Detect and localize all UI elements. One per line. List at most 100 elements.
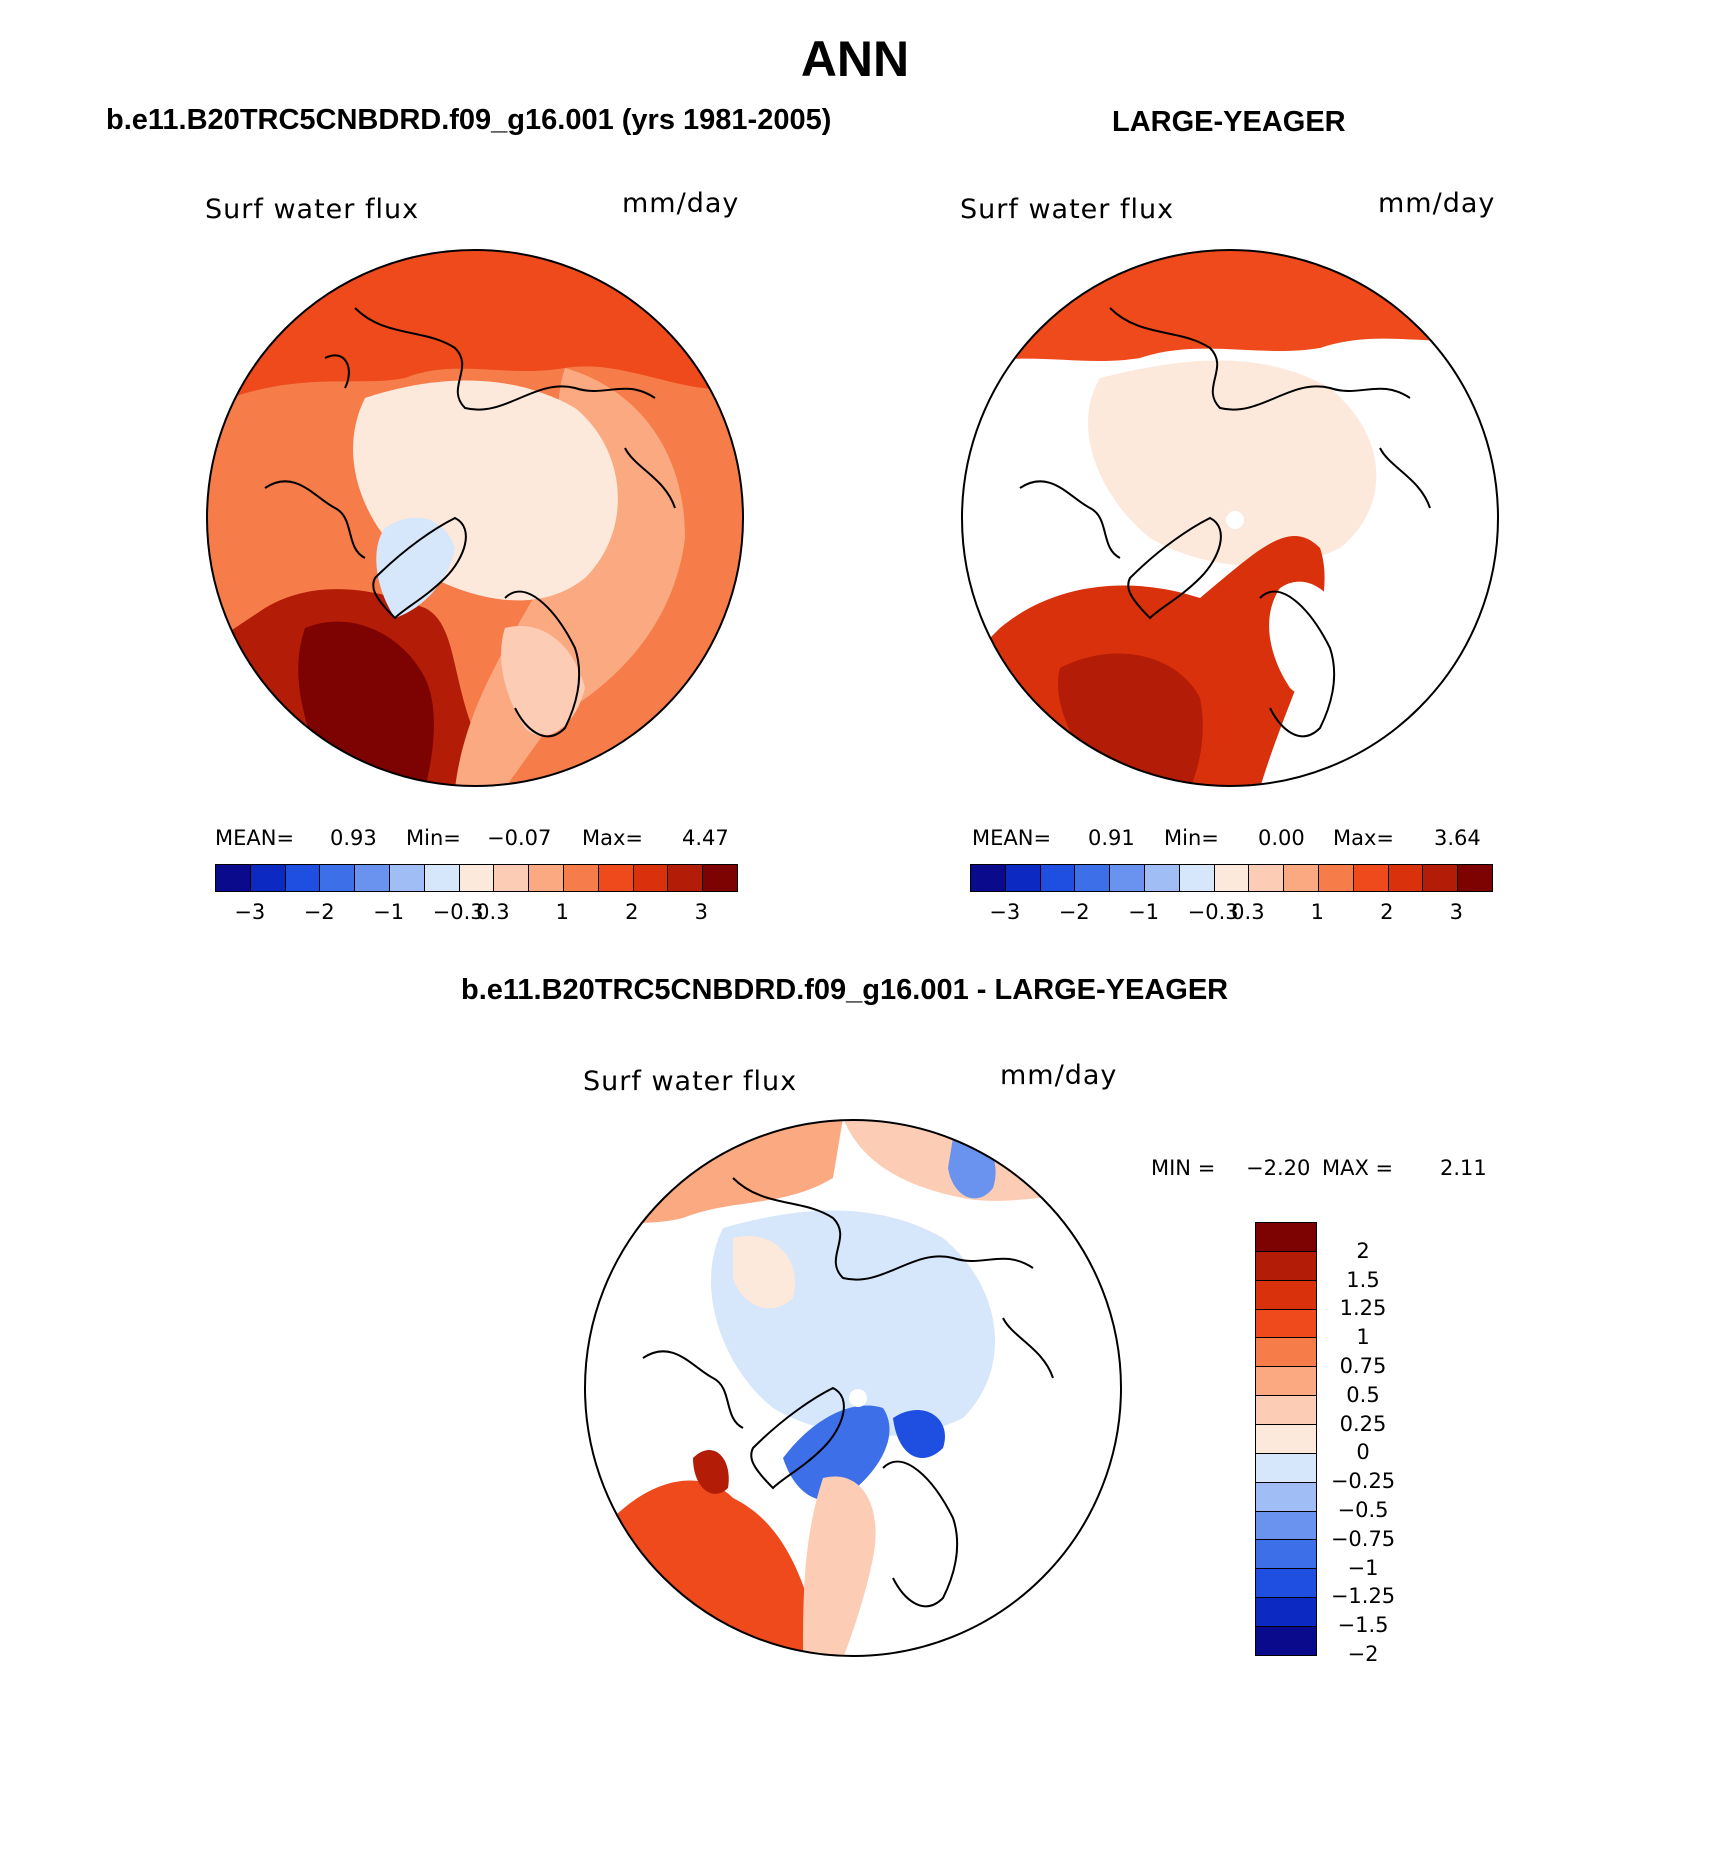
colorbar-swatch bbox=[1248, 865, 1284, 891]
colorbar-tick-label: 0.3 bbox=[476, 900, 510, 924]
panel-1-min-value: −0.07 bbox=[487, 826, 552, 850]
colorbar-tick-label: −0.75 bbox=[1330, 1526, 1396, 1551]
panel-2-max-value: 3.64 bbox=[1434, 826, 1481, 850]
colorbar-tick-label: −1.5 bbox=[1337, 1613, 1389, 1638]
colorbar-swatch bbox=[1256, 1568, 1316, 1598]
panel-1-units: mm/day bbox=[622, 188, 740, 219]
panel-2-colorbar bbox=[970, 864, 1493, 892]
colorbar-tick-label: 0 bbox=[1356, 1440, 1370, 1465]
colorbar-swatch bbox=[319, 865, 355, 891]
colorbar-swatch bbox=[1457, 865, 1492, 891]
colorbar-tick-label: 0.3 bbox=[1231, 900, 1265, 924]
colorbar-swatch bbox=[458, 865, 494, 891]
colorbar-tick-label: −1 bbox=[1128, 900, 1160, 924]
colorbar-tick-label: −0.5 bbox=[1337, 1498, 1389, 1522]
colorbar-swatch bbox=[1256, 1424, 1316, 1453]
map-2-coastlines bbox=[1019, 307, 1431, 738]
colorbar-tick-label: 1 bbox=[555, 900, 570, 924]
colorbar-swatch bbox=[1352, 865, 1388, 891]
colorbar-swatch bbox=[216, 865, 250, 891]
colorbar-swatch bbox=[354, 865, 389, 891]
colorbar-swatch bbox=[1213, 865, 1249, 891]
colorbar-swatch bbox=[1283, 865, 1318, 891]
panel-2-units: mm/day bbox=[1378, 188, 1496, 219]
panel-1-max-label: Max= bbox=[582, 826, 644, 850]
map-3-scandinavia-positive bbox=[803, 1476, 876, 1656]
colorbar-swatch bbox=[1317, 865, 1353, 891]
colorbar-swatch bbox=[632, 865, 668, 891]
colorbar-swatch bbox=[562, 865, 598, 891]
colorbar-swatch bbox=[1387, 865, 1423, 891]
map-2-pole-point bbox=[1226, 511, 1244, 529]
panel-1-variable: Surf water flux bbox=[205, 194, 420, 225]
map-3-canada-positive bbox=[733, 1236, 795, 1309]
map-2-scandinavia-mask bbox=[1269, 581, 1350, 695]
map-3-barents-negative bbox=[893, 1409, 945, 1458]
colorbar-swatch bbox=[249, 865, 285, 891]
map-1-pacific-flux bbox=[207, 250, 743, 408]
colorbar-swatch bbox=[1074, 865, 1110, 891]
colorbar-swatch bbox=[1256, 1510, 1316, 1540]
colorbar-swatch bbox=[667, 865, 703, 891]
panel-1-polar-map bbox=[206, 249, 744, 787]
colorbar-swatch bbox=[423, 865, 459, 891]
colorbar-tick-label: −0.3 bbox=[432, 900, 484, 924]
panel-2-min-value: 0.00 bbox=[1258, 826, 1305, 850]
panel-1-heading: b.e11.B20TRC5CNBDRD.f09_g16.001 (yrs 198… bbox=[106, 104, 832, 136]
colorbar-tick-label: 0.25 bbox=[1339, 1411, 1387, 1436]
map-1-greenland-negative bbox=[376, 517, 455, 618]
panel-2-mean-value: 0.91 bbox=[1088, 826, 1135, 850]
colorbar-tick-label: 2 bbox=[1356, 1238, 1370, 1263]
map-3-pole-point bbox=[849, 1389, 867, 1407]
colorbar-swatch bbox=[597, 865, 633, 891]
map-2-arctic-basin bbox=[1088, 360, 1377, 567]
panel-3-max-value: 2.11 bbox=[1440, 1156, 1487, 1180]
colorbar-tick-label: 2 bbox=[625, 900, 639, 924]
panel-3-max-label: MAX = bbox=[1322, 1156, 1394, 1180]
colorbar-swatch bbox=[1422, 865, 1458, 891]
colorbar-swatch bbox=[1143, 865, 1179, 891]
panel-2-polar-map bbox=[961, 249, 1499, 787]
map-3-norwegian-sea-negative bbox=[783, 1405, 890, 1501]
colorbar-swatch bbox=[1039, 865, 1075, 891]
colorbar-tick-label: −2 bbox=[1058, 900, 1090, 924]
colorbar-swatch bbox=[1256, 1337, 1316, 1367]
colorbar-swatch bbox=[1256, 1223, 1316, 1251]
panel-3-polar-map bbox=[584, 1119, 1122, 1657]
colorbar-swatch bbox=[284, 865, 320, 891]
colorbar-tick-label: 0.5 bbox=[1346, 1382, 1380, 1407]
colorbar-swatch bbox=[971, 865, 1005, 891]
colorbar-swatch bbox=[702, 865, 737, 891]
map-1-border bbox=[206, 249, 744, 787]
colorbar-tick-label: 0.75 bbox=[1339, 1354, 1387, 1378]
colorbar-swatch bbox=[1109, 865, 1144, 891]
map-3-labrador-max bbox=[693, 1449, 729, 1494]
colorbar-swatch bbox=[1256, 1481, 1316, 1511]
colorbar-tick-label: −1 bbox=[1347, 1555, 1379, 1580]
map-1-scandinavia bbox=[501, 626, 585, 736]
colorbar-tick-label: 2 bbox=[1380, 900, 1394, 924]
colorbar-tick-label: 3 bbox=[694, 900, 708, 924]
panel-3-min-label: MIN = bbox=[1151, 1156, 1216, 1180]
colorbar-swatch bbox=[528, 865, 563, 891]
map-3-coastlines bbox=[642, 1177, 1054, 1608]
panel-2-mean-label: MEAN= bbox=[972, 826, 1052, 850]
colorbar-tick-label: −0.3 bbox=[1187, 900, 1239, 924]
colorbar-tick-label: 1 bbox=[1356, 1325, 1370, 1350]
map-1-coastlines bbox=[264, 307, 676, 738]
colorbar-tick-label: 1.25 bbox=[1339, 1296, 1387, 1321]
panel-2-max-label: Max= bbox=[1333, 826, 1395, 850]
colorbar-swatch bbox=[1256, 1366, 1316, 1396]
map-3-atlantic-negative bbox=[642, 1596, 676, 1650]
map-2-border bbox=[961, 249, 1499, 787]
colorbar-tick-label: 1 bbox=[1310, 900, 1325, 924]
panel-3-colorbar bbox=[1255, 1222, 1317, 1656]
colorbar-swatch bbox=[1256, 1308, 1316, 1338]
map-3-border bbox=[584, 1119, 1122, 1657]
colorbar-tick-label: −0.25 bbox=[1330, 1469, 1396, 1494]
panel-3-variable: Surf water flux bbox=[583, 1066, 798, 1097]
colorbar-swatch bbox=[388, 865, 424, 891]
colorbar-tick-label: 3 bbox=[1449, 900, 1463, 924]
colorbar-tick-label: −2 bbox=[1347, 1642, 1379, 1666]
colorbar-swatch bbox=[1178, 865, 1214, 891]
